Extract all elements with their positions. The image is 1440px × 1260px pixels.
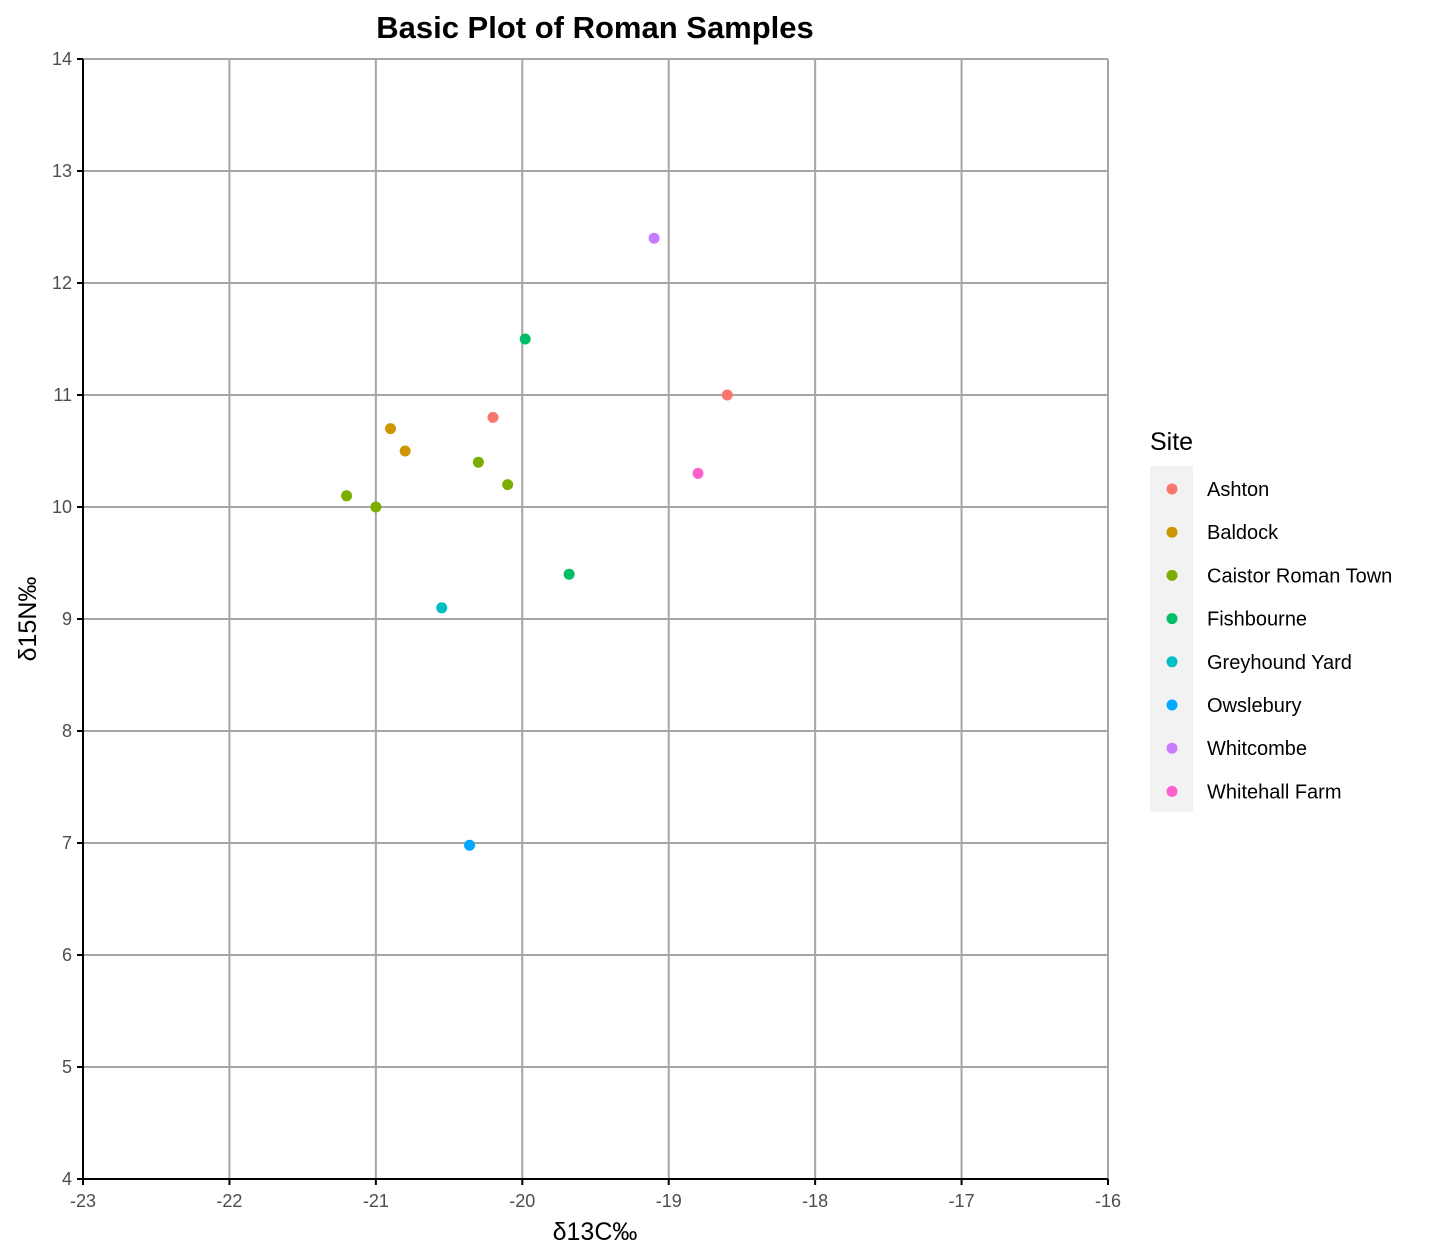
x-tick-label: -21 [363,1191,389,1211]
legend-key [1166,526,1178,538]
legend-label: Whitcombe [1207,738,1307,760]
legend: Site Ashton Baldock Caistor Roman Town Fish… [1150,428,1392,812]
chart-title: Basic Plot of Roman Samples [376,10,814,45]
legend-key [1166,483,1178,495]
x-axis-title: δ13C‰ [553,1218,638,1246]
data-point [472,456,484,468]
x-tick-label: -20 [509,1191,535,1211]
axes [77,58,1109,1185]
x-tick-label: -23 [70,1191,96,1211]
data-point [399,445,411,457]
y-tick-label: 7 [62,833,72,853]
x-tick-label: -22 [216,1191,242,1211]
data-point [464,839,476,851]
legend-key [1166,656,1178,668]
y-tick-label: 13 [52,161,72,181]
legend-label: Ashton [1207,479,1269,501]
legend-key [1166,613,1178,625]
y-axis-title: δ15N‰ [14,577,42,662]
legend-label: Greyhound Yard [1207,652,1352,674]
data-point [721,389,733,401]
y-tick-label: 8 [62,721,72,741]
legend-title: Site [1150,428,1193,456]
data-point [692,467,704,479]
tick-labels: -23 -22 -21 -20 -19 -18 -17 -16 4 5 6 7 8 9 10 11 12 13 14 [52,49,1121,1211]
data-points [341,232,733,851]
grid [83,58,1109,1179]
legend-key [1166,785,1178,797]
y-tick-label: 6 [62,945,72,965]
y-tick-label: 5 [62,1057,72,1077]
data-point [487,411,499,423]
data-point [436,602,448,614]
y-tick-label: 14 [52,49,72,69]
legend-key-background [1150,466,1193,812]
y-tick-label: 11 [53,385,72,405]
legend-label: Caistor Roman Town [1207,565,1392,587]
y-tick-label: 12 [52,273,72,293]
data-point [563,568,575,580]
data-point [385,423,396,435]
legend-key [1166,569,1178,581]
x-tick-label: -17 [949,1191,975,1211]
legend-label: Owslebury [1207,695,1301,717]
y-tick-label: 9 [62,609,72,629]
x-tick-label: -16 [1095,1191,1121,1211]
legend-label: Fishbourne [1207,609,1307,631]
legend-key [1166,742,1178,754]
x-tick-label: -18 [802,1191,828,1211]
y-tick-label: 4 [62,1169,72,1189]
legend-key [1166,699,1178,711]
y-tick-label: 10 [52,497,72,517]
data-point [370,501,382,513]
data-point [502,479,514,491]
data-point [519,333,531,345]
legend-label: Baldock [1207,522,1279,544]
x-tick-label: -19 [656,1191,682,1211]
legend-label: Whitehall Farm [1207,781,1341,803]
data-point [648,232,660,244]
data-point [341,490,353,502]
